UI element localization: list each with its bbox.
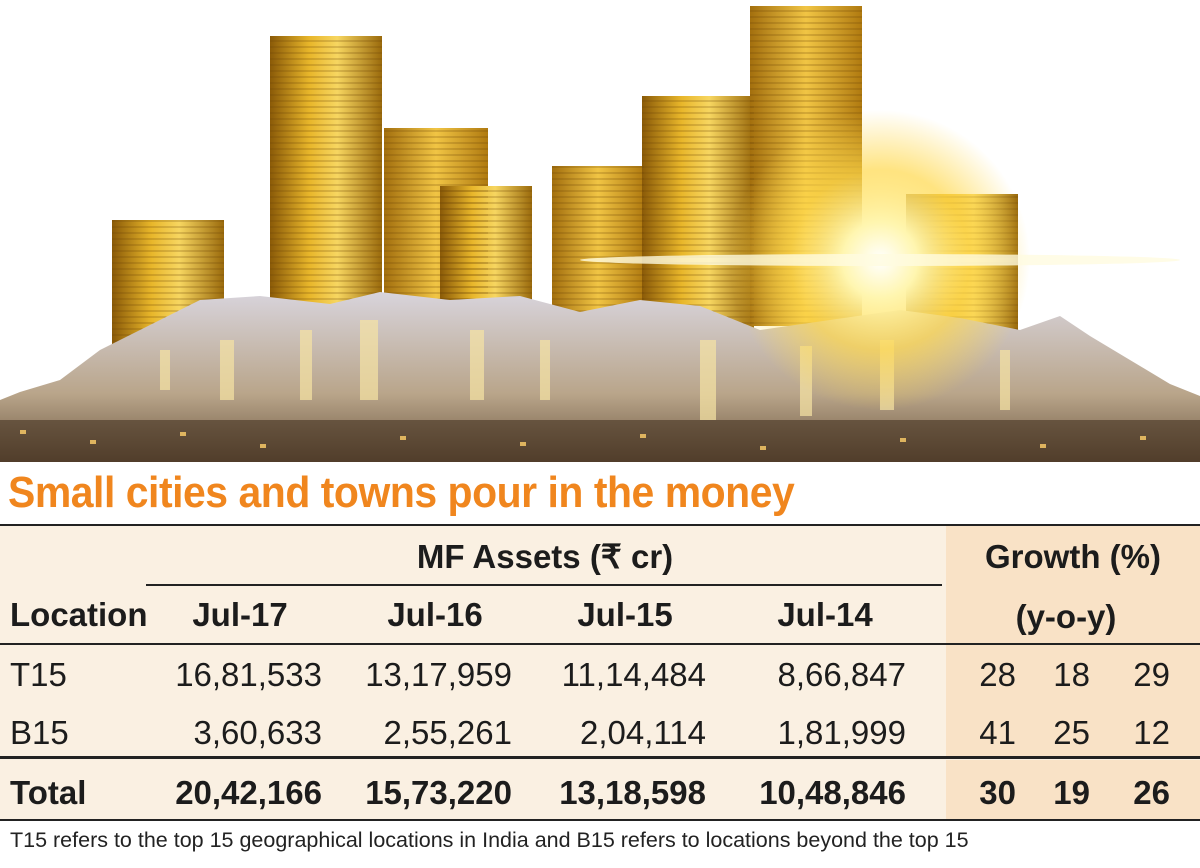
total-jul-15: 13,18,598 <box>559 774 706 811</box>
row-t15-growth-2: 18 <box>1053 656 1090 693</box>
total-jul-17: 20,42,166 <box>175 774 322 811</box>
row-t15-jul-16: 13,17,959 <box>365 656 512 693</box>
year-header-jul-17: Jul-17 <box>192 596 288 633</box>
header-rule <box>0 643 1200 645</box>
growth-subheader: (y-o-y) <box>1015 598 1117 635</box>
total-growth-2: 19 <box>1053 774 1090 811</box>
growth-column-background <box>946 524 1200 756</box>
growth-total-background <box>946 760 1200 820</box>
footnote: T15 refers to the top 15 geographical lo… <box>10 828 969 852</box>
row-t15-jul-14: 8,66,847 <box>777 656 906 693</box>
row-b15-location: B15 <box>10 714 69 751</box>
year-header-jul-16: Jul-16 <box>387 596 483 633</box>
total-location: Total <box>10 774 87 811</box>
year-header-jul-14: Jul-14 <box>777 596 873 633</box>
row-t15-jul-15: 11,14,484 <box>561 656 706 693</box>
table-top-rule <box>0 524 1200 526</box>
location-header: Location <box>10 596 148 633</box>
row-t15-jul-17: 16,81,533 <box>175 656 322 693</box>
row-b15-growth-3: 12 <box>1133 714 1170 751</box>
row-b15-growth-2: 25 <box>1053 714 1090 751</box>
total-jul-14: 10,48,846 <box>759 774 906 811</box>
page-title: Small cities and towns pour in the money <box>8 468 795 517</box>
total-top-rule <box>0 756 1200 759</box>
row-t15-growth-1: 28 <box>979 656 1016 693</box>
total-growth-3: 26 <box>1133 774 1170 811</box>
row-b15-jul-15: 2,04,114 <box>579 714 706 751</box>
assets-group-rule <box>146 584 942 586</box>
total-growth-1: 30 <box>979 774 1016 811</box>
golden-skyline-illustration <box>0 6 1200 462</box>
title-band <box>0 462 1200 524</box>
row-b15-growth-1: 41 <box>979 714 1016 751</box>
growth-group-header: Growth (%) <box>985 538 1161 575</box>
row-b15-jul-17: 3,60,633 <box>193 714 322 751</box>
total-jul-16: 15,73,220 <box>365 774 512 811</box>
row-b15-jul-16: 2,55,261 <box>383 714 512 751</box>
row-b15-jul-14: 1,81,999 <box>777 714 906 751</box>
assets-group-header: MF Assets (₹ cr) <box>416 538 674 575</box>
row-t15-location: T15 <box>10 656 67 693</box>
row-t15-growth-3: 29 <box>1133 656 1170 693</box>
year-header-jul-15: Jul-15 <box>577 596 673 633</box>
table-bottom-rule <box>0 819 1200 821</box>
